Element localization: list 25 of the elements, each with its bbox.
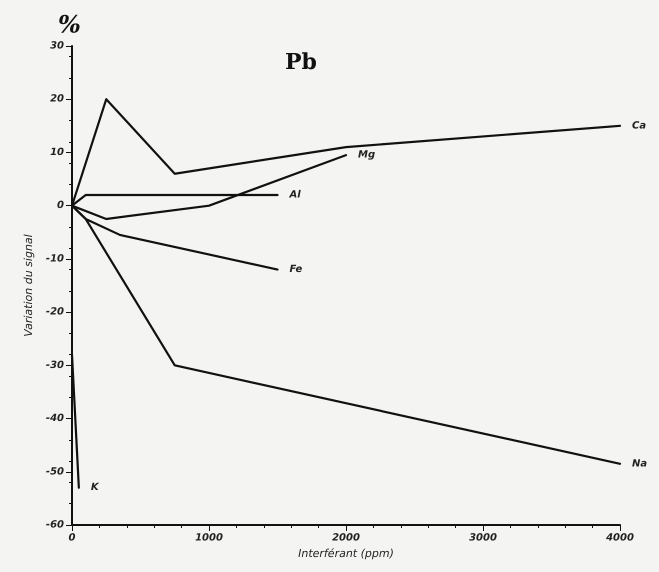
y-tick-label: 20: [50, 94, 64, 105]
y-tick-label: -60: [46, 520, 64, 530]
x-axis-title: Interférant (ppm): [298, 546, 394, 560]
y-tick-label: 10: [50, 146, 64, 158]
series-label: Ca: [632, 120, 646, 132]
y-tick-label: -10: [46, 253, 64, 264]
text: %: [58, 10, 81, 38]
x-tick-label: 2000: [332, 532, 360, 544]
y-tick-label: 30: [50, 40, 64, 52]
series-label: Mg: [358, 150, 376, 161]
x-tick-label: 4000: [605, 532, 634, 544]
x-tick-label: 3000: [469, 532, 497, 544]
series-label: K: [90, 482, 100, 494]
series-label: Al: [288, 190, 302, 201]
series-label: Na: [632, 458, 648, 470]
x-tick-label: 0: [68, 532, 76, 544]
y-tick-label: -30: [46, 360, 64, 371]
y-tick-label: -40: [46, 413, 64, 424]
chart-title: Pb: [285, 49, 317, 75]
y-axis-title: Variation du signal: [22, 234, 35, 337]
y-tick-label: -50: [46, 466, 64, 478]
y-tick-label: -20: [46, 306, 64, 318]
x-tick-label: 1000: [195, 532, 223, 544]
y-tick-label: 0: [57, 200, 64, 212]
series-label: Fe: [290, 264, 303, 276]
